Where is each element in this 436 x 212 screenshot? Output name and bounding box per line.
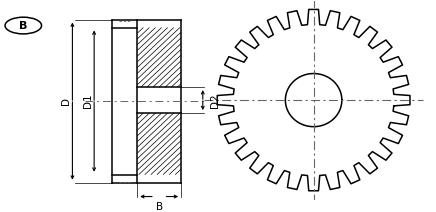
Text: D1: D1	[83, 94, 93, 108]
Text: B: B	[156, 202, 163, 212]
Text: D2: D2	[210, 94, 220, 108]
Text: B: B	[19, 21, 27, 31]
Text: D: D	[61, 97, 72, 105]
